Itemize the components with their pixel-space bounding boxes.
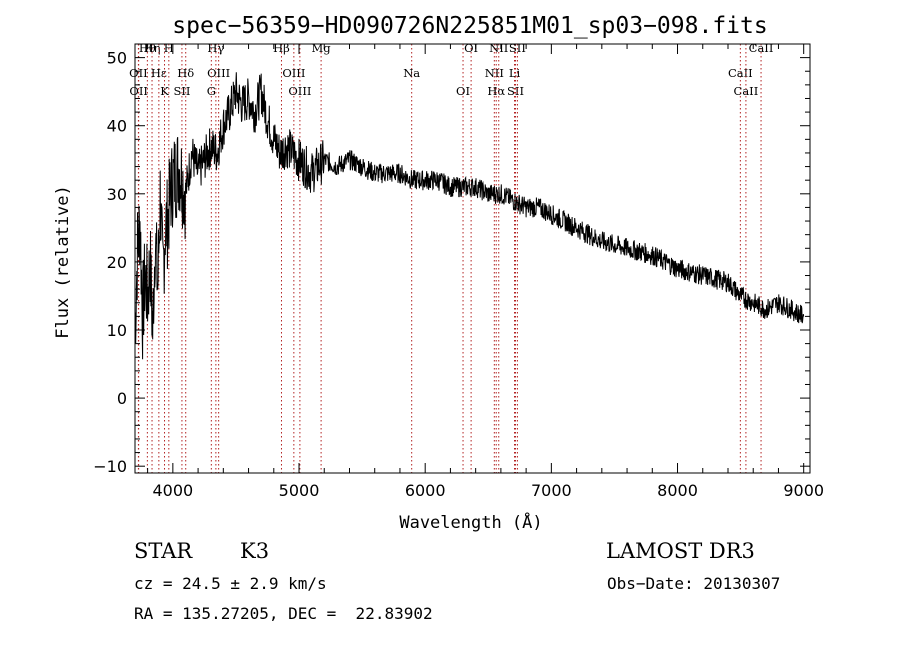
spectral-line-label: Hβ — [273, 41, 290, 55]
x-tick-label: 5000 — [279, 481, 320, 500]
plot-frame — [134, 43, 811, 474]
spectral-line-label: NII — [485, 66, 504, 80]
y-tick-label: 20 — [107, 253, 127, 272]
y-tick-label: 10 — [107, 321, 127, 340]
spectral-line-label: SII — [173, 84, 190, 98]
chart-title: spec−56359−HD090726N225851M01_sp03−098.f… — [172, 13, 767, 39]
x-tick-label: 6000 — [405, 481, 446, 500]
x-tick-label: 9000 — [783, 481, 824, 500]
spectrum-line — [134, 72, 805, 360]
spectral-line-label: Li — [509, 66, 521, 80]
spectral-line-label: G — [207, 84, 216, 98]
spectral-line-label: Hδ — [177, 66, 194, 80]
object-class: STAR — [134, 539, 193, 563]
spectral-line-label: CaII — [728, 66, 753, 80]
spectral-line-label: OIII — [288, 84, 311, 98]
spectral-line-label: CaII — [734, 84, 759, 98]
x-tick-label: 4000 — [152, 481, 193, 500]
x-tick-label: 8000 — [657, 481, 698, 500]
y-tick-label: 50 — [107, 49, 127, 68]
spectral-line-label: K — [160, 84, 169, 98]
spectral-line-label: Hγ — [207, 41, 224, 55]
object-subclass: K3 — [240, 539, 270, 563]
spectral-line-label: Hε — [151, 66, 167, 80]
survey-name: LAMOST DR3 — [606, 539, 755, 563]
plot-area: HθOIIOIIHηHεKHHδSIIHγOIIIGHβOIIIOIIIMgNa… — [93, 41, 824, 500]
spectral-line-label: Mg — [312, 41, 332, 55]
x-axis-label: Wavelength (Å) — [399, 511, 542, 533]
spectral-line-label: CaII — [749, 41, 774, 55]
y-tick-label: 40 — [107, 117, 127, 136]
spectral-line-label: H — [164, 41, 174, 55]
spectral-line-label: SII — [507, 84, 524, 98]
spectral-line-label: Hη — [144, 41, 161, 55]
y-tick-label: −10 — [93, 457, 127, 476]
spectral-line-label: NII — [489, 41, 508, 55]
spectral-line-label: Na — [403, 66, 420, 80]
redshift-cz: cz = 24.5 ± 2.9 km/s — [134, 574, 327, 593]
x-tick-label: 7000 — [531, 481, 572, 500]
y-tick-label: 30 — [107, 185, 127, 204]
ra-dec-coordinates: RA = 135.27205, DEC = 22.83902 — [134, 604, 433, 623]
y-axis-label: Flux (relative) — [53, 185, 73, 339]
spectral-line-label: OIII — [207, 66, 230, 80]
spectral-line-label: OIII — [282, 66, 305, 80]
spectral-line-label: OII — [129, 84, 148, 98]
spectral-line-label: SII — [509, 41, 526, 55]
observation-date: Obs−Date: 20130307 — [607, 574, 781, 593]
spectral-line-label: OI — [456, 84, 470, 98]
y-tick-label: 0 — [117, 389, 127, 408]
spectral-line-label: Hα — [487, 84, 505, 98]
